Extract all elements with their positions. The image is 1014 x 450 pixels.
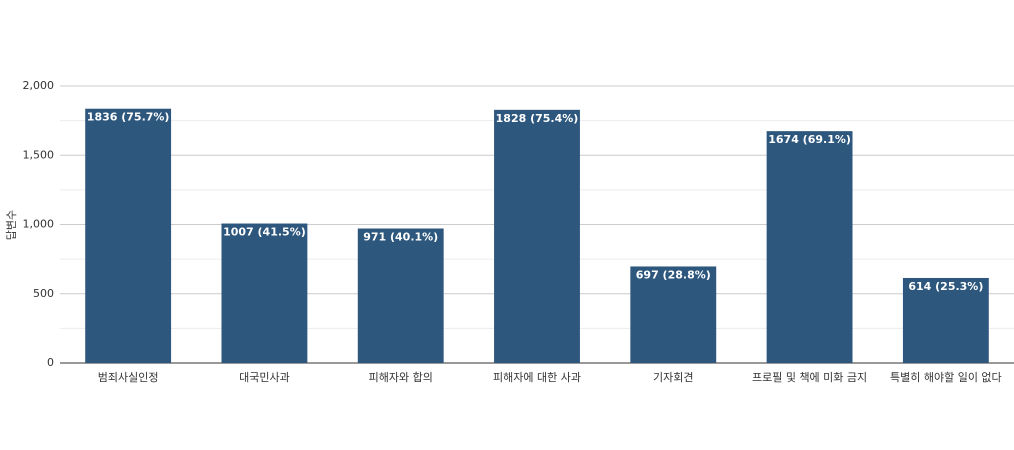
- bar: [357, 228, 444, 363]
- y-tick-label: 1,000: [23, 218, 55, 231]
- y-tick-label: 0: [47, 356, 54, 369]
- bar: [630, 266, 717, 363]
- bar: [221, 223, 308, 363]
- y-tick-label: 2,000: [23, 79, 55, 92]
- y-tick-label: 500: [33, 287, 54, 300]
- x-tick-label: 프로필 및 책에 미화 금지: [751, 371, 868, 384]
- value-label: 697 (28.8%): [636, 268, 711, 281]
- y-tick-label: 1,500: [23, 148, 55, 161]
- x-tick-label: 범죄사실인정: [97, 371, 159, 384]
- value-label: 1828 (75.4%): [496, 112, 579, 125]
- value-label: 971 (40.1%): [363, 231, 438, 244]
- x-tick-label: 피해자와 합의: [368, 371, 433, 384]
- x-tick-label: 특별히 해야할 일이 없다: [889, 371, 1002, 384]
- bar: [494, 109, 580, 364]
- x-tick-label: 대국민사과: [239, 371, 290, 384]
- bar: [85, 108, 172, 364]
- value-label: 1836 (75.7%): [87, 111, 170, 124]
- bar: [902, 277, 989, 363]
- value-label: 614 (25.3%): [908, 280, 983, 293]
- x-tick-label: 기자회견: [653, 371, 694, 384]
- bar: [766, 131, 853, 363]
- value-label: 1674 (69.1%): [768, 133, 851, 146]
- x-tick-label: 피해자에 대한 사과: [493, 371, 581, 384]
- y-axis-label: 답변수: [5, 210, 18, 240]
- value-label: 1007 (41.5%): [223, 226, 306, 239]
